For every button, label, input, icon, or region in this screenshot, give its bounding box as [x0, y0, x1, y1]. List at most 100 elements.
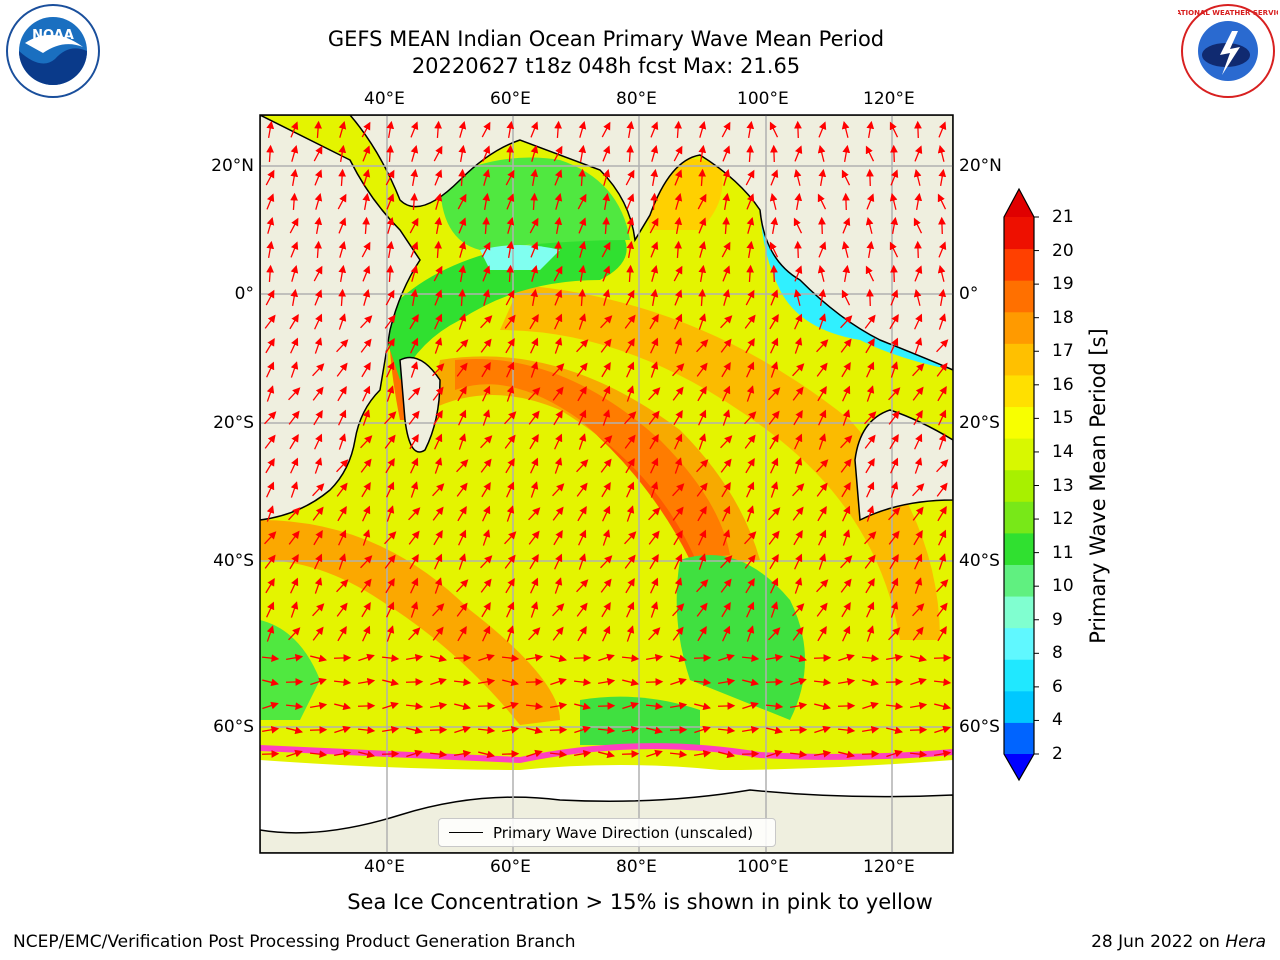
- wave-arrow: [770, 289, 779, 306]
- wave-arrow: [382, 678, 400, 687]
- wave-arrow: [456, 339, 469, 353]
- wave-arrow: [289, 554, 299, 570]
- wave-arrow: [265, 338, 275, 354]
- colorbar-tick-label: 19: [1052, 274, 1074, 295]
- wave-arrow: [600, 578, 612, 593]
- wave-arrow: [646, 749, 663, 758]
- wave-arrow: [793, 288, 802, 306]
- wave-arrow: [937, 144, 946, 162]
- wave-arrow: [650, 241, 659, 258]
- wave-arrow: [386, 144, 394, 163]
- wave-arrow: [720, 578, 732, 593]
- wave-arrow: [552, 506, 564, 521]
- wave-arrow: [362, 265, 371, 282]
- wave-arrow: [744, 314, 756, 329]
- wave-arrow: [938, 121, 947, 138]
- wave-arrow: [477, 726, 496, 735]
- wave-arrow: [722, 192, 731, 210]
- wave-arrow: [338, 529, 347, 546]
- wave-arrow: [576, 602, 588, 617]
- wave-arrow: [386, 361, 395, 378]
- lon-label-bottom: 40°E: [364, 857, 405, 877]
- wave-arrow: [885, 702, 904, 711]
- wave-arrow: [290, 265, 299, 282]
- wave-arrow: [433, 530, 443, 546]
- wave-arrow: [742, 678, 760, 687]
- wave-arrow: [530, 601, 539, 618]
- wave-arrow: [530, 288, 539, 306]
- wave-arrow: [457, 626, 467, 642]
- wave-arrow: [360, 435, 373, 449]
- wave-arrow: [266, 481, 275, 498]
- wave-arrow: [837, 702, 856, 710]
- wave-arrow: [838, 653, 855, 662]
- wave-arrow: [792, 363, 805, 377]
- wave-arrow: [530, 457, 539, 474]
- wave-arrow: [477, 702, 496, 710]
- wave-arrow: [792, 626, 804, 641]
- wave-arrow: [288, 410, 300, 425]
- colorbar-segment: [1004, 627, 1034, 660]
- wave-arrow: [410, 121, 419, 138]
- wave-arrow: [650, 577, 659, 594]
- wave-arrow: [741, 654, 760, 663]
- wave-arrow: [406, 749, 423, 758]
- low-period-region: [440, 157, 630, 250]
- wave-arrow: [434, 240, 442, 259]
- lat-label-right: 60°S: [959, 717, 1000, 737]
- wave-arrow: [410, 457, 419, 474]
- footer-date: 28 Jun 2022 on Hera: [1091, 932, 1266, 952]
- wave-arrow: [526, 653, 544, 662]
- wave-arrow: [841, 169, 851, 186]
- wave-arrow: [770, 264, 778, 283]
- wave-arrow: [506, 361, 515, 378]
- wave-arrow: [697, 193, 707, 210]
- wave-arrow: [672, 506, 684, 521]
- wave-arrow: [313, 145, 323, 162]
- wave-arrow: [938, 313, 947, 330]
- wave-arrow: [742, 725, 760, 734]
- wave-arrow: [670, 654, 688, 663]
- wave-arrow: [264, 314, 276, 329]
- wave-arrow: [840, 435, 853, 449]
- wave-arrow: [602, 505, 611, 522]
- wave-arrow: [360, 315, 373, 329]
- wave-arrow: [597, 726, 616, 735]
- wave-arrow: [458, 144, 467, 162]
- map-frame: [259, 114, 954, 854]
- wave-arrow: [889, 314, 899, 330]
- wave-arrow: [890, 169, 899, 186]
- colorbar: [1003, 187, 1039, 782]
- wave-arrow: [480, 578, 492, 593]
- wave-arrow: [434, 553, 443, 570]
- wave-arrow: [602, 145, 611, 162]
- wave-arrow: [554, 216, 563, 234]
- colorbar-tick-label: 21: [1052, 207, 1074, 227]
- wave-arrow: [672, 626, 684, 641]
- wave-arrow: [722, 505, 731, 522]
- wave-arrow: [889, 554, 899, 570]
- wave-arrow: [504, 554, 516, 569]
- wave-arrow: [406, 726, 424, 735]
- wave-arrow: [525, 678, 544, 686]
- wave-arrow: [578, 144, 587, 162]
- landmass: [260, 115, 953, 522]
- wave-arrow: [744, 554, 756, 569]
- wave-arrow: [624, 314, 636, 329]
- wave-arrow: [506, 601, 515, 618]
- wave-arrow: [862, 678, 880, 687]
- wave-arrow: [286, 749, 303, 758]
- wave-arrow: [792, 483, 805, 497]
- wave-arrow: [454, 749, 472, 758]
- wave-arrow: [549, 750, 568, 759]
- wave-arrow: [506, 144, 514, 163]
- wave-arrow: [482, 625, 491, 642]
- wave-arrow: [333, 654, 352, 662]
- wave-arrow: [720, 555, 733, 569]
- wave-arrow: [624, 531, 637, 545]
- wave-arrow: [769, 314, 779, 330]
- low-period-region: [380, 230, 627, 380]
- wave-arrow: [502, 701, 519, 710]
- wave-arrow: [938, 529, 947, 546]
- wave-arrow: [285, 678, 304, 686]
